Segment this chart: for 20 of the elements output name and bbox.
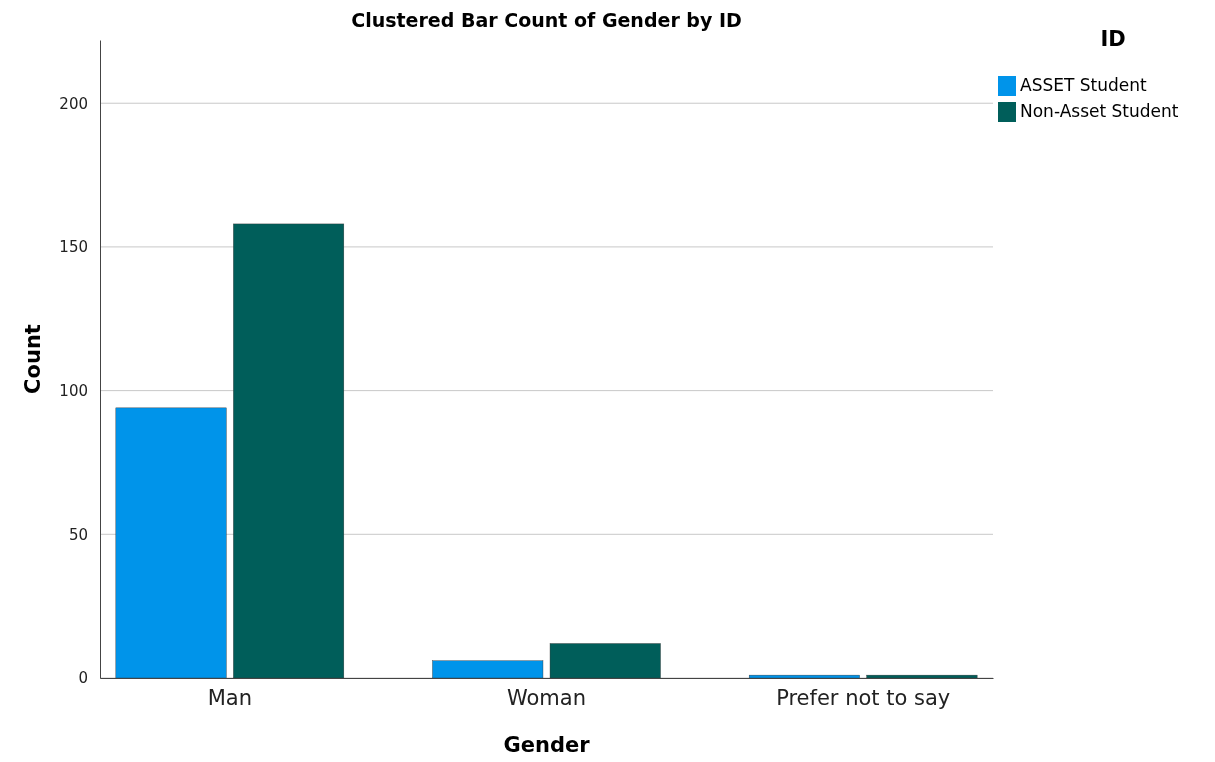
y-tick-label: 150 bbox=[59, 238, 88, 257]
bar bbox=[866, 674, 978, 679]
bar bbox=[115, 407, 227, 679]
legend-title: ID bbox=[1100, 27, 1126, 51]
y-tick-label: 50 bbox=[68, 525, 88, 544]
y-tick-label: 100 bbox=[59, 381, 88, 400]
y-tick-label: 200 bbox=[59, 94, 88, 113]
x-tick-label: Prefer not to say bbox=[776, 685, 951, 710]
x-tick-label: Woman bbox=[506, 685, 587, 710]
chart-title: Clustered Bar Count of Gender by ID bbox=[351, 9, 742, 31]
bar bbox=[432, 660, 544, 679]
bar bbox=[233, 223, 345, 679]
legend-label: ASSET Student bbox=[1020, 75, 1147, 95]
bar bbox=[748, 674, 860, 679]
x-tick-label: Man bbox=[207, 685, 252, 710]
y-tick-label: 0 bbox=[78, 669, 88, 688]
bar bbox=[549, 643, 661, 679]
y-axis-title: Count bbox=[21, 324, 45, 394]
x-axis-title: Gender bbox=[503, 733, 591, 757]
legend-label: Non-Asset Student bbox=[1020, 101, 1179, 121]
